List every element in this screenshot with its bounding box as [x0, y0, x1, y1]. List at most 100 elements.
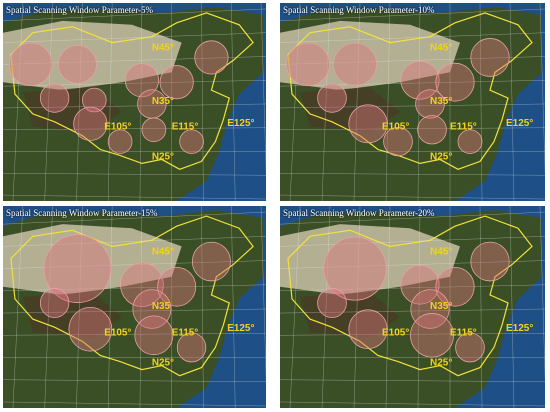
cluster-circle-xinjiang-central — [43, 234, 112, 303]
plateau-region — [22, 291, 123, 338]
longitude-line — [417, 206, 421, 408]
grid-label-n25: N25° — [430, 358, 452, 369]
latitude-line — [280, 236, 545, 247]
china-boundary — [10, 215, 254, 377]
longitude-line — [231, 206, 236, 408]
grid-label-e115: E115° — [450, 122, 477, 133]
grid-label-n45: N45° — [152, 43, 174, 54]
panel-title: Spatial Scanning Window Parameter-5% — [6, 5, 154, 15]
cluster-circle-gansu — [435, 62, 475, 102]
cluster-circle-gansu — [435, 267, 475, 307]
latitude-line — [280, 173, 545, 176]
longitude-line — [231, 3, 236, 201]
longitude-line — [417, 3, 421, 201]
cluster-circle-central — [141, 117, 167, 142]
longitude-line — [509, 206, 515, 408]
latitude-line — [3, 127, 266, 130]
grid-label-e115: E115° — [172, 122, 199, 133]
longitude-line — [321, 206, 331, 408]
cluster-circle-gansu — [157, 267, 197, 307]
longitude-line — [385, 206, 391, 408]
grid-label-e125: E125° — [227, 323, 254, 334]
map-svg: N45° N35° N25° E105° E115° E125° — [280, 3, 545, 201]
latitude-line — [3, 194, 266, 200]
longitude-line — [201, 3, 204, 201]
latitude-line — [3, 103, 266, 109]
latitude-line — [280, 8, 545, 22]
latitude-line — [3, 80, 266, 87]
grid-label-e115: E115° — [172, 327, 199, 338]
grid-label-e105: E105° — [382, 122, 409, 133]
longitude-line — [539, 3, 545, 175]
cluster-circle-south — [179, 129, 204, 154]
longitude-line — [44, 3, 53, 201]
panel-title: Spatial Scanning Window Parameter-20% — [283, 208, 435, 218]
longitude-line — [44, 206, 53, 408]
cluster-circle-north-china — [415, 89, 445, 119]
latitude-line — [3, 211, 266, 225]
cluster-circle-north-china — [410, 289, 450, 329]
cluster-circle-tibet-north — [317, 83, 347, 113]
cluster-circle-inner-mongolia — [400, 264, 440, 305]
latitude-line — [280, 284, 545, 292]
cluster-circle-central — [134, 315, 174, 356]
grid-label-n35: N35° — [152, 96, 174, 107]
longitude-line — [12, 3, 24, 201]
grid-label-n25: N25° — [430, 151, 452, 162]
grid-label-n45: N45° — [430, 43, 452, 54]
grid-label-e105: E105° — [382, 327, 409, 338]
cluster-circle-xinjiang-central — [323, 236, 387, 301]
grid-label-e125: E125° — [506, 323, 533, 334]
cluster-circle-xinjiang-central — [57, 44, 97, 84]
cluster-circle-xinjiang-central — [333, 42, 378, 87]
cluster-circle-qinghai — [81, 87, 107, 113]
longitude-line — [76, 206, 83, 408]
latitude-line — [3, 236, 266, 247]
cluster-circle-yunnan — [107, 129, 133, 154]
china-boundary — [287, 215, 533, 377]
cluster-circle-northeast — [191, 241, 231, 282]
grid-label-n35: N35° — [430, 96, 452, 107]
plateau-region — [300, 87, 400, 132]
cluster-circle-sichuan — [348, 309, 388, 350]
cluster-circle-northeast — [470, 38, 510, 77]
china-boundary — [10, 12, 254, 170]
cluster-circle-tibet-north — [39, 83, 70, 113]
longitude-line — [108, 206, 113, 408]
panel-title: Spatial Scanning Window Parameter-15% — [6, 208, 158, 218]
longitude-line — [353, 206, 361, 408]
cluster-circle-yunnan — [383, 126, 413, 157]
cluster-circle-south — [457, 129, 483, 154]
cluster-circle-south — [455, 332, 485, 363]
latitude-line — [280, 32, 545, 43]
longitude-line — [353, 3, 361, 201]
map-panel-20pct: N45° N35° N25° E105° E115° E125° Spatial Scann… — [280, 206, 545, 408]
grid-label-e105: E105° — [104, 122, 131, 133]
latitude-line — [3, 308, 266, 314]
longitude-line — [12, 206, 24, 408]
latitude-line — [280, 194, 545, 200]
cluster-circle-inner-mongolia — [124, 63, 160, 98]
longitude-line — [509, 3, 515, 201]
longitude-line — [479, 3, 483, 201]
grid-label-e115: E115° — [450, 327, 477, 338]
latitude-line — [280, 379, 545, 382]
grid-label-n25: N25° — [152, 358, 174, 369]
latitude-line — [280, 401, 545, 407]
longitude-line — [139, 206, 143, 408]
cluster-circle-tibet-north — [317, 288, 347, 318]
latitude-line — [280, 80, 545, 87]
cluster-circle-sichuan — [73, 106, 108, 141]
latitude-line — [280, 333, 545, 336]
longitude-line — [289, 206, 301, 408]
longitude-line — [108, 3, 113, 201]
cluster-circle-northeast — [470, 241, 510, 282]
latitude-line — [3, 56, 266, 65]
desert-region — [3, 20, 182, 91]
longitude-line — [539, 206, 545, 382]
map-panel-5pct: N45° N35° N25° E105° E115° E125° Spatial Scann… — [3, 3, 266, 201]
map-panel-15pct: N45° N35 N25° E105° E115° E125° Spatial Scanni… — [3, 206, 266, 408]
cluster-circle-sichuan — [348, 104, 388, 144]
latitude-line — [3, 284, 266, 292]
cluster-circle-xinjiang-west — [8, 42, 53, 87]
